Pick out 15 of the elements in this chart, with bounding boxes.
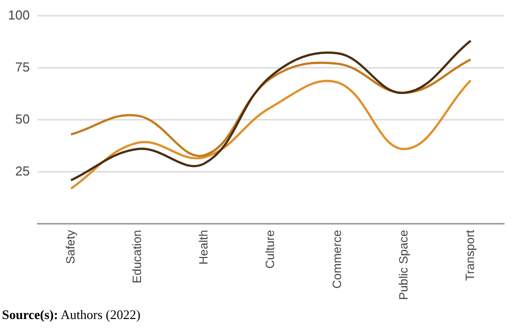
source-note: Source(s): Authors (2022) [2,307,140,322]
x-tick-label: Safety [63,230,78,264]
line-series [70,79,472,190]
line-series [70,40,472,182]
y-tick-label: 100 [8,7,30,22]
x-tick-label: Education [130,230,144,284]
y-tick-label: 50 [15,111,30,126]
x-tick-label: Transport [463,229,478,281]
x-tick-label: Culture [263,230,278,269]
y-tick-label: 25 [15,163,30,178]
x-tick-label: Public Space [396,230,410,300]
y-tick-label: 75 [15,59,30,74]
x-tick-label: Commerce [330,230,344,289]
x-tick-label: Health [196,230,211,265]
line-series [70,58,472,158]
